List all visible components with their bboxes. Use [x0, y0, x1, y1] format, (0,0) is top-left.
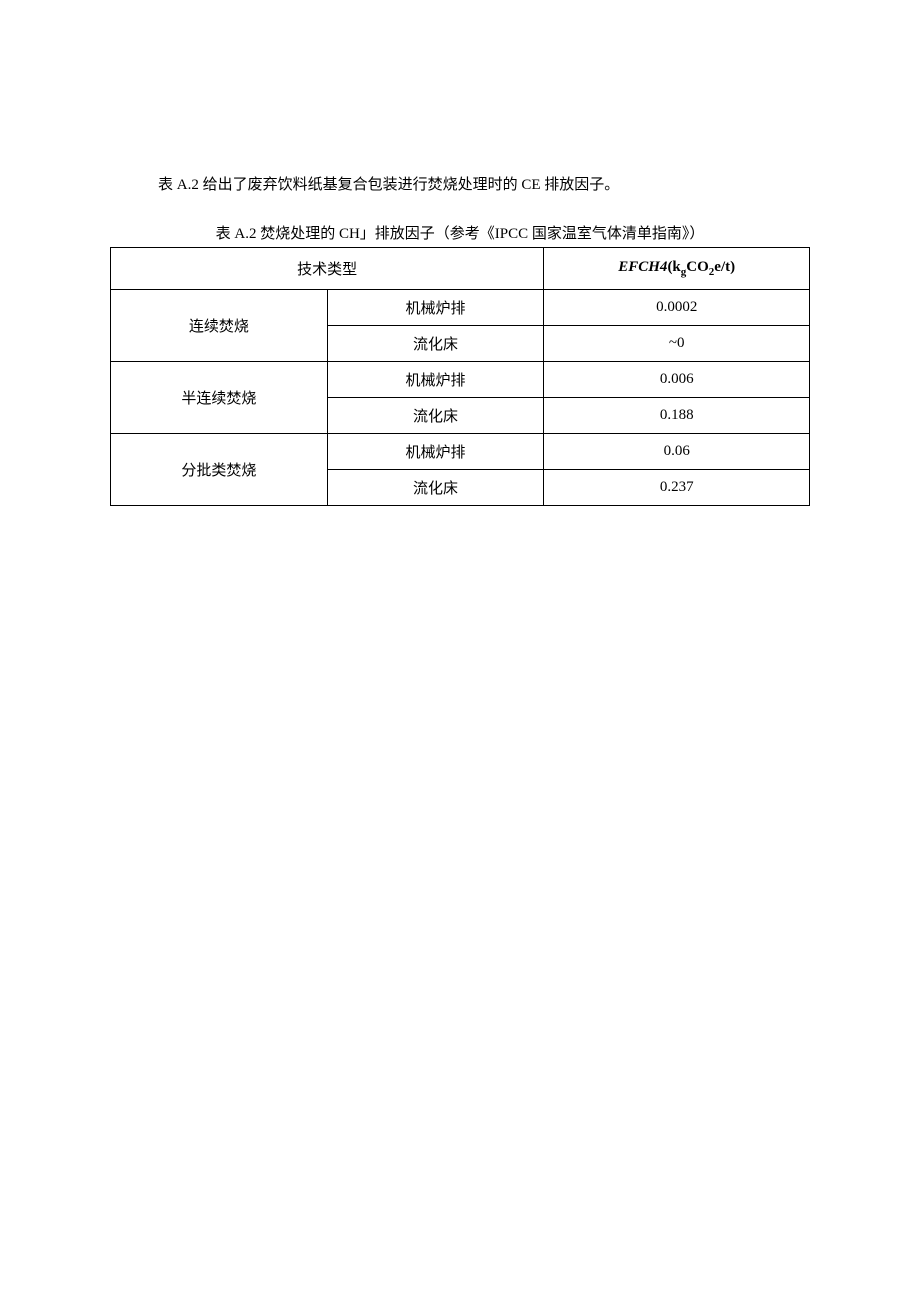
cell-subtype: 机械炉排 [327, 362, 544, 398]
cell-value: ~0 [544, 326, 810, 362]
cell-subtype: 流化床 [327, 398, 544, 434]
cell-value: 0.188 [544, 398, 810, 434]
table-header-row: 技术类型 EFCH4(kgCO2e/t) [111, 248, 810, 290]
cell-subtype: 流化床 [327, 326, 544, 362]
cell-value: 0.06 [544, 434, 810, 470]
cell-tech-name: 半连续焚烧 [111, 362, 328, 434]
cell-value: 0.0002 [544, 290, 810, 326]
cell-subtype: 机械炉排 [327, 290, 544, 326]
cell-subtype: 流化床 [327, 470, 544, 506]
table-caption: 表 A.2 焚烧处理的 CH」排放因子（参考《IPCC 国家温室气体清单指南》） [110, 222, 810, 243]
table-row: 半连续焚烧 机械炉排 0.006 [111, 362, 810, 398]
header-tech-type: 技术类型 [111, 248, 544, 290]
cell-tech-name: 连续焚烧 [111, 290, 328, 362]
emission-factor-table: 技术类型 EFCH4(kgCO2e/t) 连续焚烧 机械炉排 0.0002 流化… [110, 247, 810, 506]
cell-subtype: 机械炉排 [327, 434, 544, 470]
cell-value: 0.006 [544, 362, 810, 398]
header-value: EFCH4(kgCO2e/t) [544, 248, 810, 290]
table-row: 连续焚烧 机械炉排 0.0002 [111, 290, 810, 326]
table-row: 分批类焚烧 机械炉排 0.06 [111, 434, 810, 470]
intro-paragraph: 表 A.2 给出了废弃饮料纸基复合包装进行焚烧处理时的 CE 排放因子。 [158, 173, 810, 194]
cell-value: 0.237 [544, 470, 810, 506]
cell-tech-name: 分批类焚烧 [111, 434, 328, 506]
